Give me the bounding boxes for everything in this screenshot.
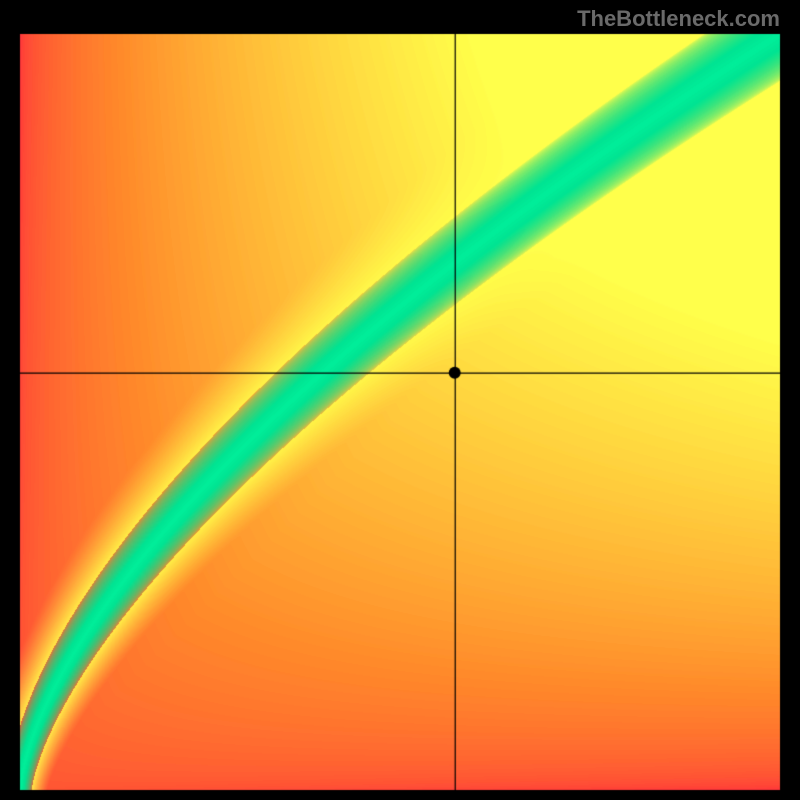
bottleneck-heatmap	[0, 0, 800, 800]
attribution-label: TheBottleneck.com	[577, 6, 780, 32]
chart-container: TheBottleneck.com	[0, 0, 800, 800]
